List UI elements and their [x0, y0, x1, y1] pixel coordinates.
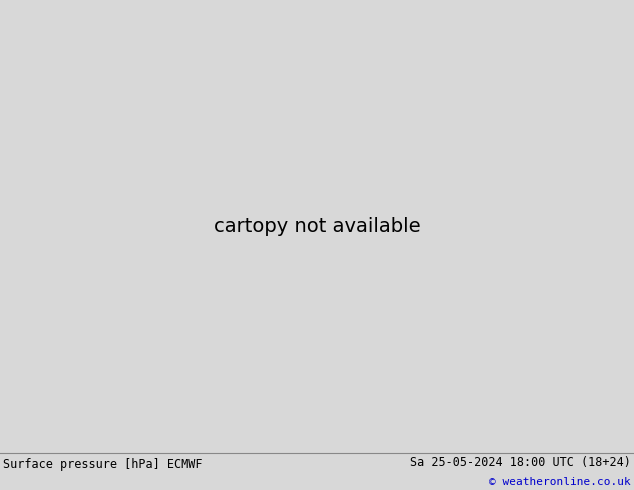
Text: Sa 25-05-2024 18:00 UTC (18+24): Sa 25-05-2024 18:00 UTC (18+24)	[410, 456, 631, 469]
Text: cartopy not available: cartopy not available	[214, 217, 420, 236]
Text: © weatheronline.co.uk: © weatheronline.co.uk	[489, 477, 631, 487]
Text: Surface pressure [hPa] ECMWF: Surface pressure [hPa] ECMWF	[3, 458, 203, 471]
